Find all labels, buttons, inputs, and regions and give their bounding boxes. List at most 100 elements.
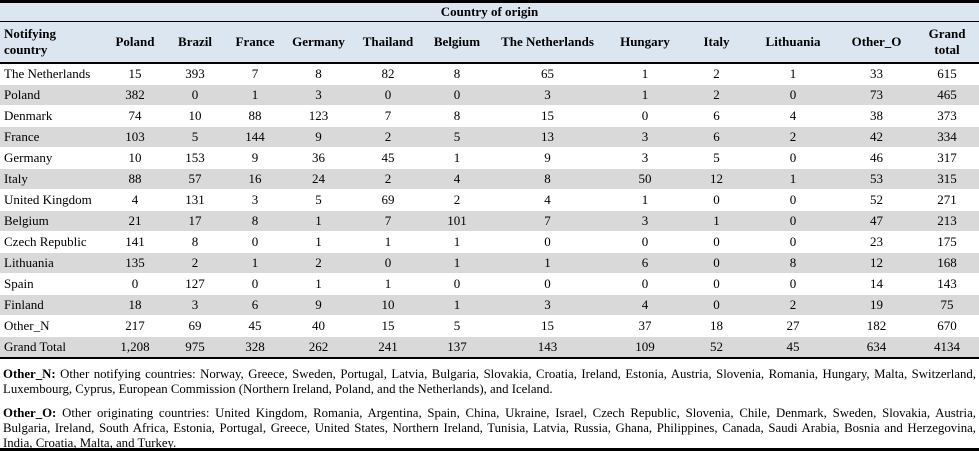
footnote-other-n-text: Other notifying countries: Norway, Greec… (3, 367, 976, 396)
cell-value: 15 (352, 315, 424, 337)
cell-value: 33 (838, 63, 915, 85)
cell-value: 6 (685, 126, 748, 148)
cell-value: 1 (424, 294, 490, 316)
row-label: Germany (0, 147, 105, 169)
cell-value: 6 (685, 105, 748, 127)
row-label: United Kingdom (0, 189, 105, 211)
cell-value: 2 (685, 84, 748, 106)
cell-value: 0 (352, 84, 424, 106)
cell-value: 103 (105, 126, 165, 148)
table-row: The Netherlands 15 393 7 8 82 8 65 1 2 1 33 615 (0, 63, 979, 85)
cell-value: 2 (352, 168, 424, 190)
cell-value: 8 (748, 252, 838, 274)
cell-value: 1 (605, 189, 685, 211)
cell-value: 8 (490, 168, 605, 190)
cell-value: 0 (105, 273, 165, 295)
cell-value: 0 (748, 231, 838, 253)
cell-value: 123 (285, 105, 352, 127)
footnote-other-o-label: Other_O: (3, 406, 57, 420)
cell-value: 0 (605, 273, 685, 295)
cell-value: 10 (352, 294, 424, 316)
table-row: Belgium 21 17 8 1 7 101 7 3 1 0 47 213 (0, 210, 979, 232)
cell-value: 175 (915, 231, 979, 253)
cell-value: 3 (285, 84, 352, 106)
cell-value: 1 (605, 84, 685, 106)
cell-value: 23 (838, 231, 915, 253)
cell-value: 9 (225, 147, 285, 169)
cell-value: 7 (225, 63, 285, 85)
cell-value: 47 (838, 210, 915, 232)
cell-value: 8 (424, 105, 490, 127)
cell-value: 0 (685, 189, 748, 211)
col-header-france: France (225, 21, 285, 64)
footnotes: Other_N: Other notifying countries: Norw… (0, 359, 979, 448)
table-row: Finland 18 3 6 9 10 1 3 4 0 2 19 75 (0, 294, 979, 316)
row-label: Belgium (0, 210, 105, 232)
cell-value: 14 (838, 273, 915, 295)
row-label: The Netherlands (0, 63, 105, 85)
cell-value: 5 (685, 147, 748, 169)
row-label: Other_N (0, 315, 105, 337)
cell-value: 182 (838, 315, 915, 337)
footnote-other-n-label: Other_N: (3, 367, 56, 381)
cell-value: 75 (915, 294, 979, 316)
cell-value: 1 (285, 273, 352, 295)
cell-value: 0 (424, 273, 490, 295)
col-header-other-o: Other_O (838, 21, 915, 64)
table-row: Germany 10 153 9 36 45 1 9 3 5 0 46 317 (0, 147, 979, 169)
cell-value: 82 (352, 63, 424, 85)
cell-value: 5 (424, 315, 490, 337)
cell-value: 9 (285, 126, 352, 148)
cell-value: 4 (424, 168, 490, 190)
cell-value: 15 (490, 105, 605, 127)
cell-value: 69 (352, 189, 424, 211)
origin-table: Country of origin Notifying country Pola… (0, 0, 979, 359)
cell-value: 8 (165, 231, 225, 253)
cell-value: 109 (605, 336, 685, 359)
cell-value: 0 (490, 231, 605, 253)
corner-header: Notifying country (0, 21, 105, 64)
cell-value: 1 (225, 84, 285, 106)
cell-value: 10 (105, 147, 165, 169)
cell-value: 2 (424, 189, 490, 211)
cell-value: 46 (838, 147, 915, 169)
row-label: France (0, 126, 105, 148)
cell-value: 1 (424, 147, 490, 169)
cell-value: 21 (105, 210, 165, 232)
cell-value: 1 (605, 63, 685, 85)
cell-value: 5 (165, 126, 225, 148)
table-row: France 103 5 144 9 2 5 13 3 6 2 42 334 (0, 126, 979, 148)
cell-value: 40 (285, 315, 352, 337)
col-header-grand-total: Grand total (915, 21, 979, 64)
cell-value: 0 (685, 294, 748, 316)
table-title: Country of origin (0, 1, 979, 22)
cell-value: 3 (605, 147, 685, 169)
cell-value: 42 (838, 126, 915, 148)
cell-value: 2 (685, 63, 748, 85)
cell-value: 3 (605, 126, 685, 148)
cell-value: 975 (165, 336, 225, 359)
cell-value: 1,208 (105, 336, 165, 359)
cell-value: 12 (838, 252, 915, 274)
cell-value: 262 (285, 336, 352, 359)
cell-value: 24 (285, 168, 352, 190)
col-header-the-netherlands: The Netherlands (490, 21, 605, 64)
cell-value: 0 (748, 273, 838, 295)
cell-value: 127 (165, 273, 225, 295)
cell-value: 5 (285, 189, 352, 211)
col-header-italy: Italy (685, 21, 748, 64)
cell-value: 18 (105, 294, 165, 316)
cell-value: 4 (105, 189, 165, 211)
cell-value: 3 (490, 84, 605, 106)
col-header-poland: Poland (105, 21, 165, 64)
cell-value: 465 (915, 84, 979, 106)
cell-value: 7 (490, 210, 605, 232)
cell-value: 271 (915, 189, 979, 211)
cell-value: 7 (352, 210, 424, 232)
cell-value: 16 (225, 168, 285, 190)
cell-value: 141 (105, 231, 165, 253)
cell-value: 9 (285, 294, 352, 316)
cell-value: 131 (165, 189, 225, 211)
col-header-lithuania: Lithuania (748, 21, 838, 64)
cell-value: 0 (225, 231, 285, 253)
